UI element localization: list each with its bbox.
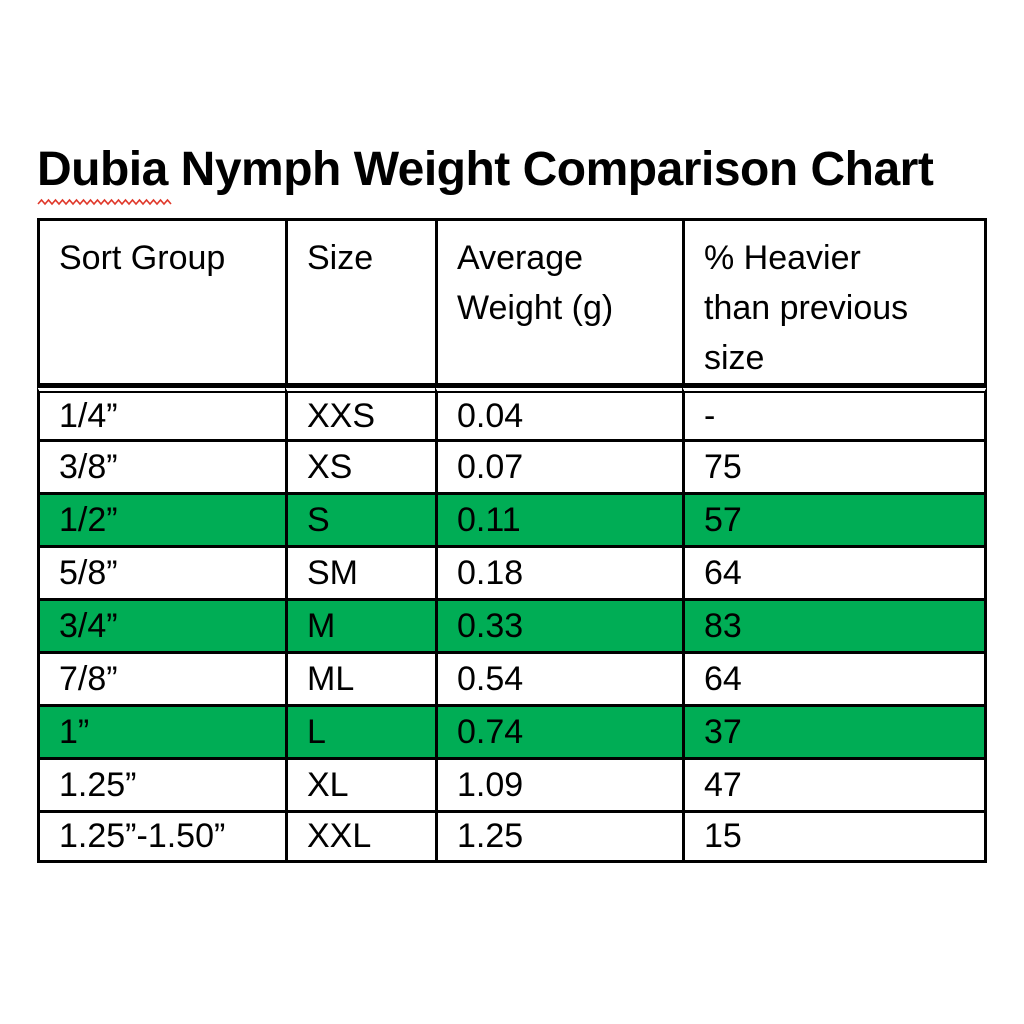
cell-size: L (285, 704, 435, 757)
spellcheck-squiggle-path (37, 198, 172, 206)
column-header-sort-group: Sort Group (37, 218, 285, 386)
misspelled-word: Dubia (37, 142, 172, 206)
weight-comparison-table: Sort Group Size Average Weight (g) % Hea… (37, 218, 987, 863)
cell-sort-group: 3/8” (37, 439, 285, 492)
cell-size: XL (285, 757, 435, 810)
spellcheck-squiggle-icon (37, 198, 172, 206)
cell-pct-heavier: - (682, 386, 987, 439)
table-row: 1” L 0.74 37 (37, 704, 987, 757)
cell-avg-weight: 1.25 (435, 810, 682, 863)
page-title: Dubia Nymph Weight Comparison Chart (37, 142, 934, 206)
cell-sort-group: 1.25” (37, 757, 285, 810)
cell-sort-group: 5/8” (37, 545, 285, 598)
cell-pct-heavier: 37 (682, 704, 987, 757)
cell-size: M (285, 598, 435, 651)
table-row: 3/8” XS 0.07 75 (37, 439, 987, 492)
cell-sort-group: 1” (37, 704, 285, 757)
cell-pct-heavier: 64 (682, 651, 987, 704)
cell-pct-heavier: 57 (682, 492, 987, 545)
column-header-size: Size (285, 218, 435, 386)
cell-sort-group: 1/4” (37, 386, 285, 439)
cell-avg-weight: 0.18 (435, 545, 682, 598)
cell-pct-heavier: 47 (682, 757, 987, 810)
cell-sort-group: 1.25”-1.50” (37, 810, 285, 863)
cell-avg-weight: 1.09 (435, 757, 682, 810)
table-row: 1/4” XXS 0.04 - (37, 386, 987, 439)
cell-avg-weight: 0.54 (435, 651, 682, 704)
cell-avg-weight: 0.74 (435, 704, 682, 757)
cell-avg-weight: 0.04 (435, 386, 682, 439)
table-row: 1.25”-1.50” XXL 1.25 15 (37, 810, 987, 863)
column-header-average-weight: Average Weight (g) (435, 218, 682, 386)
page-title-rest: Nymph Weight Comparison Chart (167, 143, 934, 197)
header-row: Sort Group Size Average Weight (g) % Hea… (37, 218, 987, 386)
table-row: 1/2” S 0.11 57 (37, 492, 987, 545)
cell-avg-weight: 0.07 (435, 439, 682, 492)
cell-pct-heavier: 64 (682, 545, 987, 598)
cell-pct-heavier: 15 (682, 810, 987, 863)
column-header-pct-heavier: % Heavier than previous size (682, 218, 987, 386)
cell-avg-weight: 0.11 (435, 492, 682, 545)
cell-size: XS (285, 439, 435, 492)
misspelled-word-text: Dubia (37, 143, 168, 197)
cell-size: S (285, 492, 435, 545)
cell-size: XXS (285, 386, 435, 439)
cell-sort-group: 7/8” (37, 651, 285, 704)
table-row: 5/8” SM 0.18 64 (37, 545, 987, 598)
cell-sort-group: 3/4” (37, 598, 285, 651)
cell-pct-heavier: 83 (682, 598, 987, 651)
cell-size: ML (285, 651, 435, 704)
table-row: 3/4” M 0.33 83 (37, 598, 987, 651)
cell-avg-weight: 0.33 (435, 598, 682, 651)
cell-pct-heavier: 75 (682, 439, 987, 492)
table-row: 1.25” XL 1.09 47 (37, 757, 987, 810)
cell-size: SM (285, 545, 435, 598)
cell-sort-group: 1/2” (37, 492, 285, 545)
cell-size: XXL (285, 810, 435, 863)
table-row: 7/8” ML 0.54 64 (37, 651, 987, 704)
